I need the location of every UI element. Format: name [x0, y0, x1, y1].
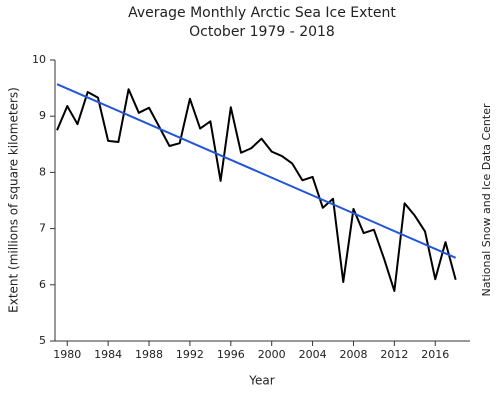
data-line: [56, 88, 457, 292]
chart-title: Average Monthly Arctic Sea Ice Extent: [128, 5, 396, 21]
y-tick-label: 7: [39, 222, 46, 235]
y-axis-label: Extent (millions of square kilometers): [7, 87, 21, 313]
x-tick-label: 2012: [380, 348, 408, 361]
x-tick-label: 1980: [53, 348, 81, 361]
x-tick-label: 2016: [421, 348, 449, 361]
y-tick-label: 9: [39, 109, 46, 122]
x-tick-label: 2008: [339, 348, 367, 361]
x-tick-label: 1988: [135, 348, 163, 361]
trend-line: [56, 83, 457, 259]
x-tick-label: 1996: [217, 348, 245, 361]
y-tick-label: 5: [39, 334, 46, 347]
y-tick-label: 8: [39, 165, 46, 178]
y-tick-label: 6: [39, 278, 46, 291]
x-tick-label: 2000: [258, 348, 286, 361]
chart-subtitle: October 1979 - 2018: [189, 24, 335, 40]
x-tick-label: 1984: [94, 348, 122, 361]
x-tick-label: 2004: [299, 348, 327, 361]
x-axis-label: Year: [248, 374, 274, 388]
y-tick-label: 10: [32, 53, 46, 66]
source-note: National Snow and Ice Data Center: [480, 103, 493, 297]
x-tick-label: 1992: [176, 348, 204, 361]
